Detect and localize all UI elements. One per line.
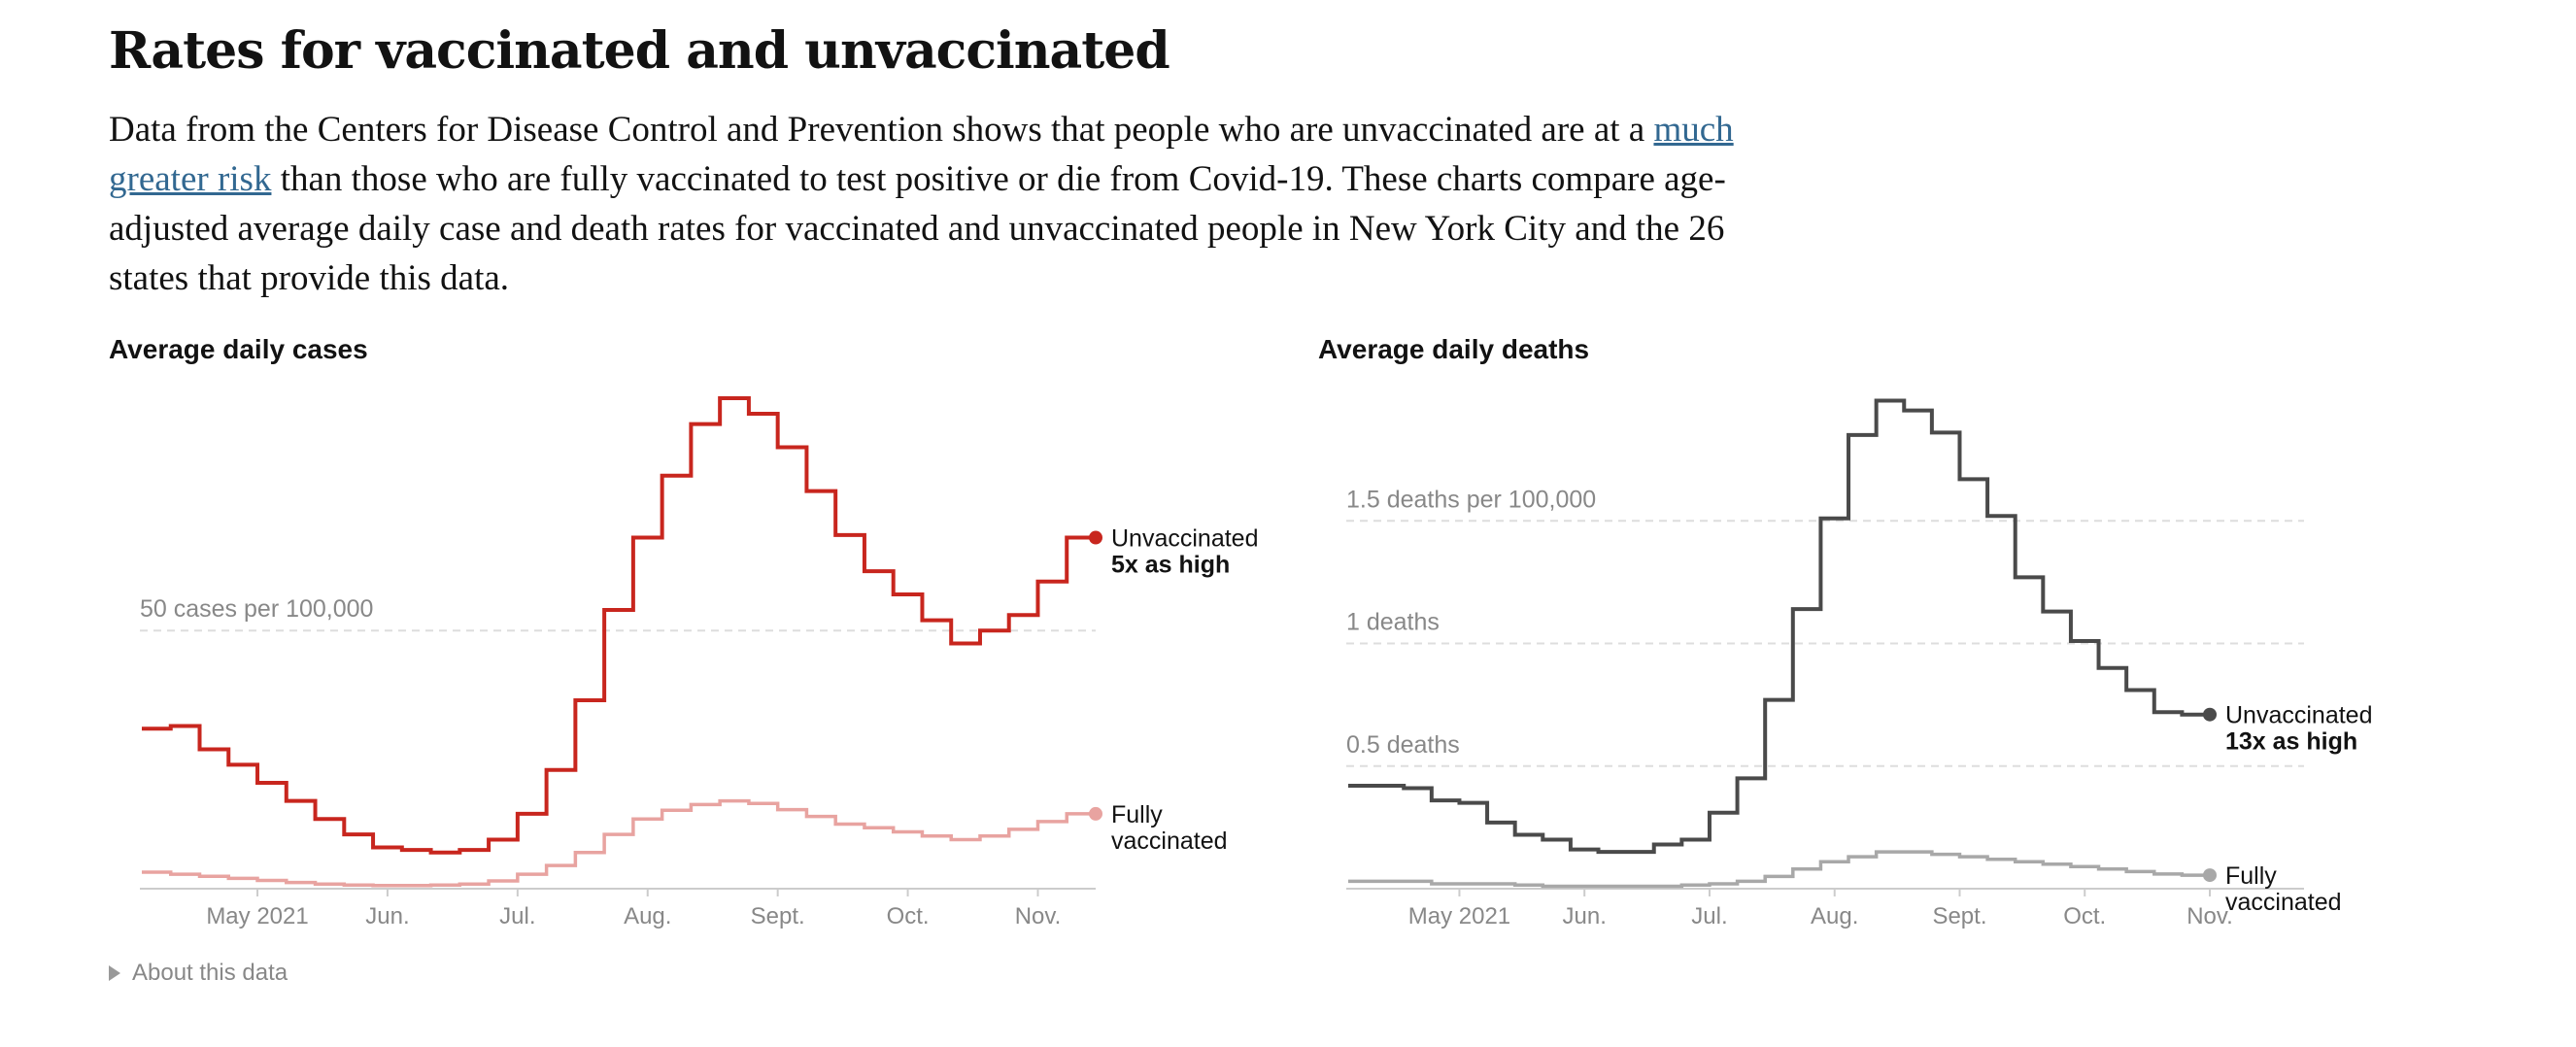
about-this-data-toggle[interactable]: About this data (109, 960, 288, 987)
vaccinated-line (142, 798, 1096, 888)
x-tick-label: Jun. (1563, 903, 1607, 929)
vaccinated-label: Fully vaccinated (1111, 801, 1228, 855)
gridline-label: 1.5 deaths per 100,000 (1346, 486, 1596, 513)
deaths-chart: 1.5 deaths per 100,000 1 deaths 0.5 deaths… (1346, 398, 2372, 929)
ratio-annotation: 5x as high (1111, 552, 1230, 579)
unvaccinated-end-point (1089, 530, 1102, 545)
gridline-label: 1 deaths (1346, 609, 1440, 636)
x-tick-label: May 2021 (206, 903, 308, 929)
intro-paragraph: Data from the Centers for Disease Contro… (109, 105, 1760, 303)
vaccinated-end-point (2203, 868, 2217, 883)
deaths-chart-title: Average daily deaths (1318, 334, 1590, 364)
x-tick-label: Jun. (365, 903, 409, 929)
unvaccinated-line (1348, 398, 2210, 855)
cases-chart-title: Average daily cases (109, 334, 368, 364)
x-tick-label: May 2021 (1408, 903, 1510, 929)
vaccinated-label-line-1: Fully (1111, 801, 1163, 828)
x-tick-label: Aug. (1811, 903, 1858, 929)
ratio-annotation: 13x as high (2225, 728, 2357, 756)
x-tick-label: Sept. (751, 903, 805, 929)
about-this-data-label: About this data (132, 960, 288, 986)
vaccinated-label-line-2: vaccinated (2225, 889, 2342, 916)
disclosure-triangle-icon (109, 965, 120, 981)
x-tick-label: Oct. (887, 903, 930, 929)
x-tick-label: Nov. (1015, 903, 1062, 929)
x-tick-label: Jul. (1691, 903, 1727, 929)
x-tick-label: Aug. (624, 903, 671, 929)
headline: Rates for vaccinated and unvaccinated (109, 21, 1170, 81)
much-greater-risk-link[interactable]: much greater risk (109, 110, 1734, 199)
intro-text-before: Data from the Centers for Disease Contro… (109, 110, 1654, 150)
cases-chart: 50 cases per 100,000 May 2021 Jun. Jul. Aug.… (140, 396, 1258, 929)
unvaccinated-label: Unvaccinated (2225, 702, 2372, 729)
gridline-label: 0.5 deaths (1346, 731, 1460, 759)
vaccinated-label-line-2: vaccinated (1111, 827, 1228, 855)
x-tick-label: Nov. (2186, 903, 2233, 929)
gridline-label: 50 cases per 100,000 (140, 595, 373, 623)
x-tick-label: Sept. (1932, 903, 1986, 929)
intro-text-after: than those who are fully vaccinated to t… (109, 159, 1726, 298)
x-tick-label: Jul. (499, 903, 535, 929)
unvaccinated-label: Unvaccinated (1111, 525, 1258, 553)
x-tick-label: Oct. (2063, 903, 2106, 929)
vaccinated-label: Fully vaccinated (2225, 862, 2342, 916)
unvaccinated-line (142, 396, 1096, 855)
unvaccinated-end-point (2203, 707, 2217, 722)
vaccinated-label-line-1: Fully (2225, 862, 2277, 890)
vaccinated-end-point (1089, 806, 1102, 821)
vaccinated-line (1348, 850, 2210, 889)
